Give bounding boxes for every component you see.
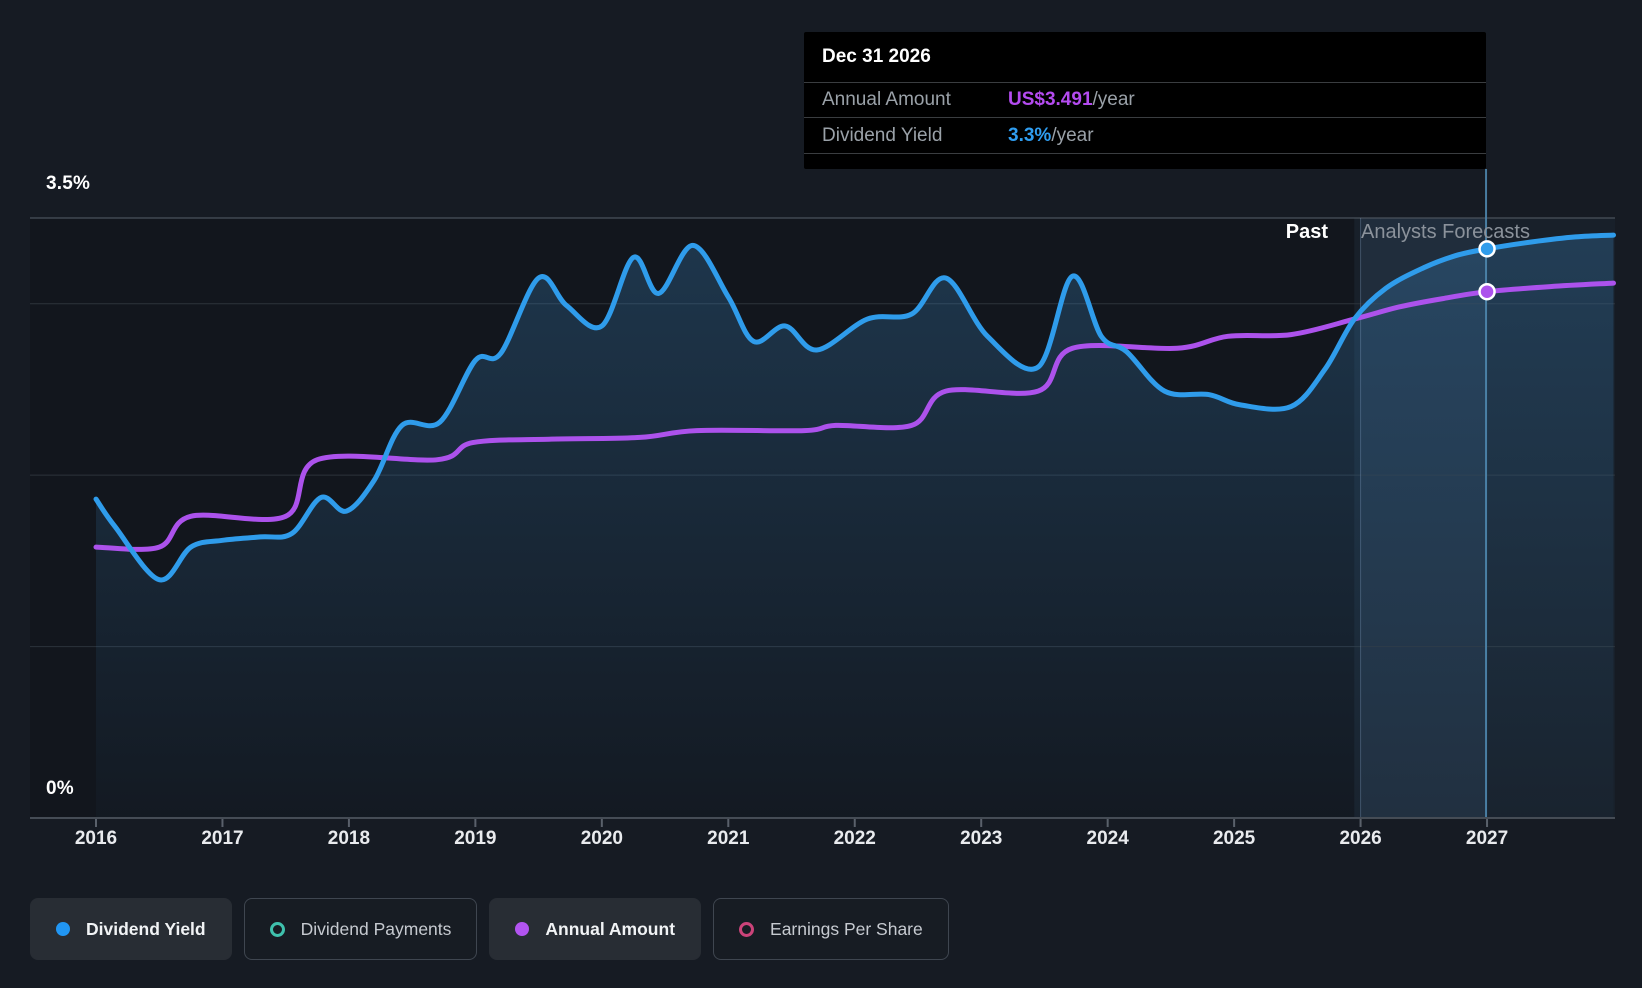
annual-amount-marker (1480, 284, 1495, 299)
legend-dividend-yield-button[interactable]: Dividend Yield (30, 898, 232, 960)
dividend-yield-value: 3.3% (1008, 125, 1051, 146)
y-axis-label-max: 3.5% (46, 173, 90, 195)
annual-amount-dot-icon (515, 922, 529, 936)
tooltip-dividend-yield-value: 3.3%/year (1008, 125, 1094, 147)
dividend-payments-ring-icon (270, 922, 285, 937)
past-label: Past (1178, 221, 1328, 244)
x-axis-year-label-2021: 2021 (686, 828, 770, 850)
legend-dividend-payments-button[interactable]: Dividend Payments (244, 898, 478, 960)
annual-amount-value: US$3.491 (1008, 89, 1093, 110)
legend-earnings-per-share-button[interactable]: Earnings Per Share (713, 898, 949, 960)
x-axis-year-label-2016: 2016 (54, 828, 138, 850)
dividend-yield-dot-icon (56, 922, 70, 936)
x-axis-year-label-2019: 2019 (433, 828, 517, 850)
x-axis-year-label-2026: 2026 (1319, 828, 1403, 850)
tooltip-annual-amount-label: Annual Amount (822, 89, 1008, 111)
annual-amount-unit: /year (1093, 89, 1135, 110)
earnings-per-share-ring-icon (739, 922, 754, 937)
x-axis-year-label-2017: 2017 (180, 828, 264, 850)
legend-dividend-yield-label: Dividend Yield (86, 919, 206, 940)
chart-tooltip: Dec 31 2026 Annual Amount US$3.491/year … (804, 32, 1486, 169)
tooltip-annual-amount-value: US$3.491/year (1008, 89, 1135, 111)
legend-earnings-per-share-label: Earnings Per Share (770, 919, 923, 940)
dividend-yield-unit: /year (1051, 125, 1093, 146)
legend-annual-amount-label: Annual Amount (545, 919, 675, 940)
x-axis-year-label-2024: 2024 (1066, 828, 1150, 850)
analysts-forecasts-label: Analysts Forecasts (1361, 221, 1641, 244)
tooltip-row-dividend-yield: Dividend Yield 3.3%/year (804, 117, 1486, 154)
x-axis-year-label-2022: 2022 (813, 828, 897, 850)
x-axis-year-label-2025: 2025 (1192, 828, 1276, 850)
legend-dividend-payments-label: Dividend Payments (301, 919, 452, 940)
tooltip-date: Dec 31 2026 (804, 32, 1486, 82)
x-axis-year-label-2023: 2023 (939, 828, 1023, 850)
x-axis-year-label-2018: 2018 (307, 828, 391, 850)
x-axis-year-label-2020: 2020 (560, 828, 644, 850)
y-axis-label-zero: 0% (46, 778, 74, 800)
legend-annual-amount-button[interactable]: Annual Amount (489, 898, 701, 960)
tooltip-dividend-yield-label: Dividend Yield (822, 125, 1008, 147)
chart-legend: Dividend Yield Dividend Payments Annual … (30, 898, 949, 960)
dividend-chart-page: 3.5% 0% 2016 2017 2018 2019 2020 2021 2022 2023… (0, 0, 1642, 988)
x-axis-year-label-2027: 2027 (1445, 828, 1529, 850)
tooltip-row-annual-amount: Annual Amount US$3.491/year (804, 82, 1486, 117)
